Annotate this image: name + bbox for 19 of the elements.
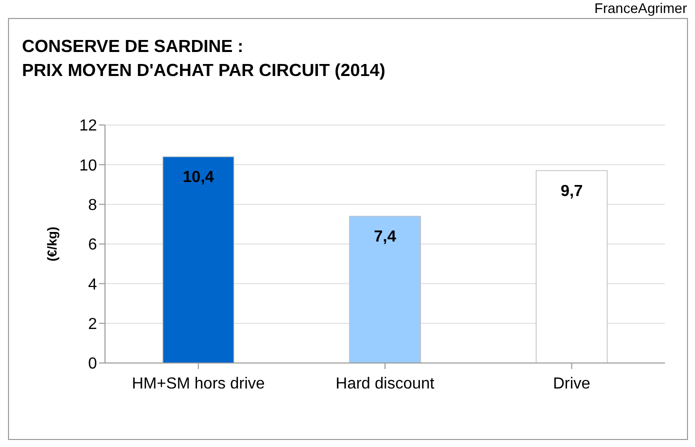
y-tick-label: 0 — [88, 356, 98, 373]
bar — [162, 156, 234, 363]
y-tick-label: 2 — [88, 316, 98, 334]
y-axis-title: (€/kg) — [44, 226, 60, 262]
bar — [349, 216, 421, 363]
text: FranceAgrimer — [594, 0, 687, 16]
x-tick-label: Drive — [552, 375, 590, 392]
data-label: 10,4 — [182, 169, 214, 186]
y-tick-label: 6 — [88, 236, 98, 254]
x-tick-label: HM+SM hors drive — [132, 375, 265, 392]
chart-title: CONSERVE DE SARDINE : PRIX MOYEN D'ACHAT PAR CIRCUIT (2014) — [22, 35, 386, 82]
bar — [536, 170, 608, 363]
y-tick-label: 12 — [79, 118, 98, 135]
data-label: 9,7 — [560, 182, 583, 200]
y-tick-label: 4 — [88, 276, 98, 294]
y-tick-label: 8 — [88, 197, 98, 214]
data-label: 7,4 — [374, 228, 396, 246]
x-tick-label: Hard discount — [336, 375, 435, 392]
y-tick-label: 10 — [79, 157, 98, 174]
